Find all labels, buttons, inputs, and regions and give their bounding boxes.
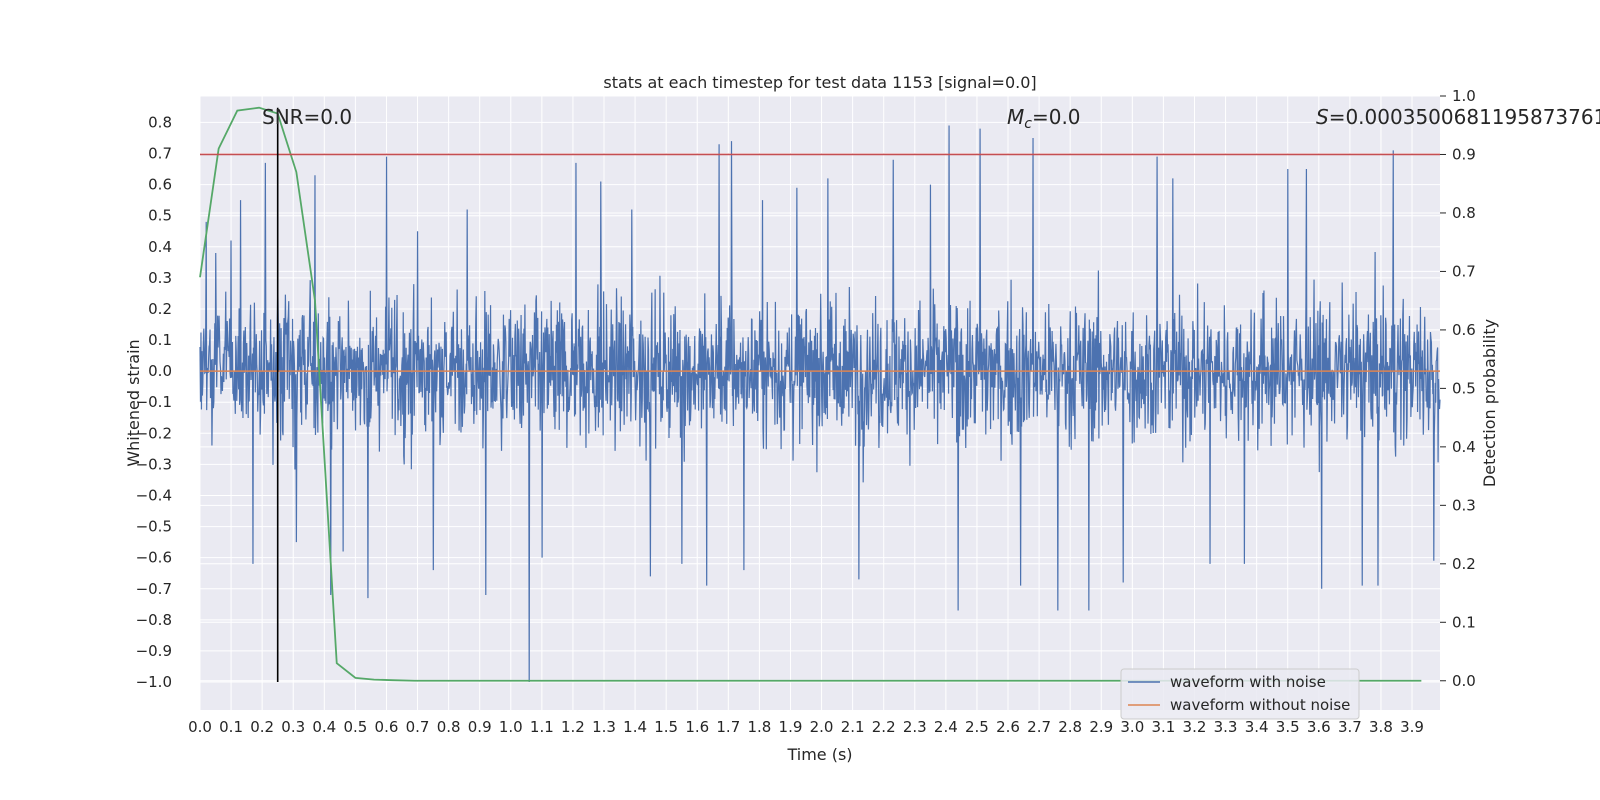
y-tick-label: 0.8: [148, 113, 172, 131]
y-tick-label: 0.3: [148, 269, 172, 287]
x-tick-label: 3.2: [1183, 718, 1207, 736]
y-axis-label: Whitened strain: [124, 339, 143, 466]
snr-annotation: SNR=0.0: [262, 105, 352, 129]
y2-tick-label: 0.5: [1452, 379, 1476, 397]
x-tick-label: 2.1: [841, 718, 865, 736]
x-tick-label: 3.5: [1276, 718, 1300, 736]
s-annotation: S=0.0003500681195873761: [1316, 105, 1600, 129]
x-tick-label: 0.6: [375, 718, 399, 736]
mc-annotation: Mc=0.0: [1007, 105, 1081, 132]
y-tick-label: 0.1: [148, 331, 172, 349]
x-tick-label: 0.2: [250, 718, 274, 736]
legend: waveform with noise waveform without noi…: [1120, 668, 1360, 720]
x-tick-label: 1.6: [685, 718, 709, 736]
y2-tick-label: 0.2: [1452, 555, 1476, 573]
mc-subscript: c: [1024, 116, 1032, 132]
y2-tick-label: 0.4: [1452, 438, 1476, 456]
y-tick-label: −0.8: [136, 611, 172, 629]
x-tick-label: 2.7: [1027, 718, 1051, 736]
series-waveform-with-noise: [199, 125, 1441, 683]
x-tick-label: 3.7: [1338, 718, 1362, 736]
x-tick-label: 2.2: [872, 718, 896, 736]
legend-label-noise: waveform with noise: [1170, 673, 1326, 691]
axis-ticks: 0.0 0.1 0.2 0.3 0.4 0.5 0.6 0.7 0.8 0.9 1.0 1.1 1.2 1…: [136, 87, 1476, 736]
y2-tick-label: 0.1: [1452, 613, 1476, 631]
markers: [200, 107, 1440, 683]
x-tick-label: 1.7: [716, 718, 740, 736]
grid-lines: [199, 95, 1440, 710]
x-tick-label: 0.5: [343, 718, 367, 736]
x-tick-label: 1.8: [747, 718, 771, 736]
x-axis-label: Time (s): [786, 745, 852, 764]
x-tick-label: 2.6: [996, 718, 1020, 736]
x-tick-label: 1.9: [779, 718, 803, 736]
y-tick-label: −0.7: [136, 580, 172, 598]
legend-label-clean: waveform without noise: [1170, 696, 1350, 714]
x-tick-label: 2.3: [903, 718, 927, 736]
x-tick-label: 3.4: [1245, 718, 1269, 736]
y2-tick-label: 0.6: [1452, 321, 1476, 339]
y2-axis-label: Detection probability: [1480, 319, 1499, 487]
y-tick-label: −0.1: [136, 393, 172, 411]
x-tick-label: 3.8: [1369, 718, 1393, 736]
y-tick-label: −0.5: [136, 518, 172, 536]
y-tick-label: −0.4: [136, 486, 172, 504]
y-tick-label: 0.0: [148, 362, 172, 380]
x-tick-label: 1.5: [654, 718, 678, 736]
s-symbol: S: [1316, 105, 1329, 129]
x-tick-label: 2.8: [1058, 718, 1082, 736]
x-tick-label: 0.4: [312, 718, 336, 736]
x-tick-label: 0.9: [468, 718, 492, 736]
y2-tick-label: 0.8: [1452, 204, 1476, 222]
y-tick-label: −0.3: [136, 455, 172, 473]
x-tick-label: 0.8: [437, 718, 461, 736]
chart-title: stats at each timestep for test data 115…: [603, 73, 1036, 92]
s-value: =0.0003500681195873761: [1329, 105, 1600, 129]
y-tick-label: −0.9: [136, 642, 172, 660]
y-tick-label: 0.4: [148, 238, 172, 256]
x-tick-label: 0.3: [281, 718, 305, 736]
mc-value: =0.0: [1032, 105, 1081, 129]
y2-tick-label: 0.3: [1452, 496, 1476, 514]
series-detection-probability: [199, 106, 1422, 682]
x-tick-label: 0.1: [219, 718, 243, 736]
x-tick-label: 1.1: [530, 718, 554, 736]
y-tick-label: 0.5: [148, 207, 172, 225]
x-tick-label: 3.9: [1400, 718, 1424, 736]
y2-tick-label: 0.0: [1452, 672, 1476, 690]
x-tick-label: 2.0: [810, 718, 834, 736]
y-tick-label: −0.2: [136, 424, 172, 442]
legend-box: [1120, 668, 1360, 720]
mc-symbol: M: [1007, 105, 1024, 129]
x-tick-label: 1.0: [499, 718, 523, 736]
y2-tick-label: 0.7: [1452, 262, 1476, 280]
x-tick-label: 0.7: [406, 718, 430, 736]
x-tick-label: 1.3: [592, 718, 616, 736]
x-tick-label: 0.0: [188, 718, 212, 736]
x-tick-label: 3.3: [1214, 718, 1238, 736]
noise-trace: [199, 125, 1441, 683]
probability-trace: [199, 106, 1422, 682]
y-tick-label: 0.6: [148, 176, 172, 194]
y-tick-label: −0.6: [136, 549, 172, 567]
x-tick-label: 2.9: [1089, 718, 1113, 736]
x-tick-label: 2.4: [934, 718, 958, 736]
x-tick-label: 3.6: [1307, 718, 1331, 736]
x-tick-label: 2.5: [965, 718, 989, 736]
x-tick-label: 3.1: [1151, 718, 1175, 736]
y-tick-label: 0.2: [148, 300, 172, 318]
y2-tick-label: 1.0: [1452, 87, 1476, 105]
y2-tick-label: 0.9: [1452, 145, 1476, 163]
y-tick-label: 0.7: [148, 145, 172, 163]
y-tick-label: −1.0: [136, 673, 172, 691]
x-tick-label: 1.4: [623, 718, 647, 736]
x-tick-label: 3.0: [1120, 718, 1144, 736]
x-tick-label: 1.2: [561, 718, 585, 736]
